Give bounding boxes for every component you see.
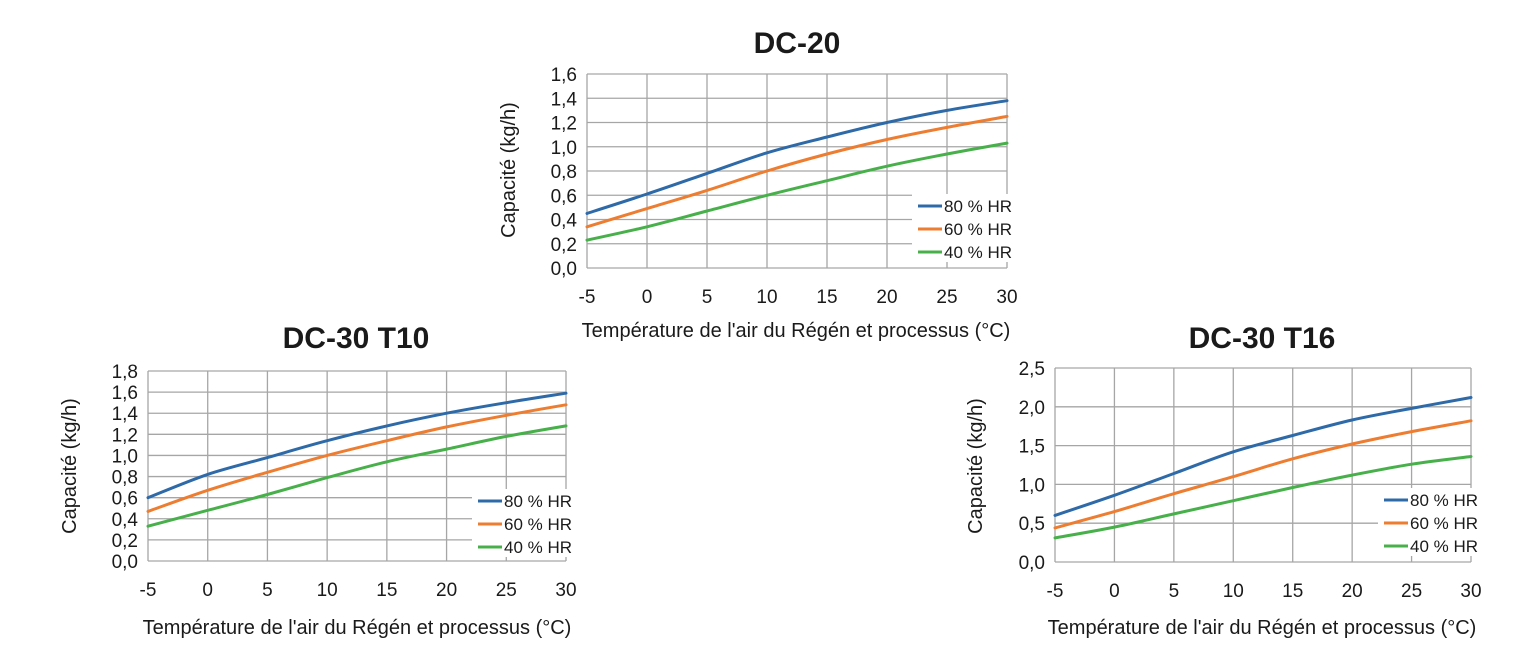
x-tick-label: 0 (202, 580, 213, 601)
x-tick-label: 30 (996, 287, 1017, 308)
y-tick-label: 1,2 (112, 425, 138, 446)
y-tick-label: 0,4 (112, 510, 139, 531)
y-axis-label: Capacité (kg/h) (59, 398, 81, 534)
legend: 80 % HR 60 % HR 40 % HR (912, 194, 1014, 262)
y-tick-label: 0,8 (112, 468, 138, 489)
series-line-80-hr (585, 99, 1009, 215)
legend-label: 60 % HR (1410, 514, 1478, 533)
y-tick-label: 1,5 (1019, 437, 1045, 458)
series-line-60-hr (146, 403, 568, 513)
legend: 80 % HR 60 % HR 40 % HR (472, 489, 574, 557)
y-tick-label: 0,0 (551, 259, 577, 280)
x-tick-label: 25 (496, 580, 517, 601)
legend-label: 40 % HR (1410, 537, 1478, 556)
series-line-40-hr (585, 141, 1009, 242)
y-tick-label: 1,0 (112, 446, 138, 467)
x-axis-label: Température de l'air du Régén et process… (1048, 617, 1477, 639)
x-tick-label: 15 (816, 287, 837, 308)
x-tick-label: 30 (1460, 581, 1481, 602)
x-tick-label: 25 (1401, 581, 1422, 602)
series-line-40-hr (146, 424, 568, 528)
y-tick-label: 0,2 (551, 235, 577, 256)
legend-label: 40 % HR (504, 538, 572, 557)
y-tick-label: 1,0 (551, 138, 577, 159)
y-tick-label: 2,0 (1019, 398, 1045, 419)
chart-title: DC-20 (754, 27, 841, 60)
x-tick-label: 10 (1223, 581, 1244, 602)
y-tick-label: 0,4 (551, 211, 578, 232)
legend-label: 40 % HR (944, 243, 1012, 262)
y-tick-label: 2,5 (1019, 359, 1045, 380)
y-tick-label: 0,5 (1019, 514, 1045, 535)
x-tick-label: -5 (579, 287, 596, 308)
chart-title: DC-30 T16 (1189, 322, 1336, 355)
x-tick-label: 5 (262, 580, 273, 601)
y-tick-label: 1,6 (112, 383, 138, 404)
chart-dc-30-t16: DC-30 T16 Capacité (kg/h) Température de… (965, 322, 1482, 639)
series-line-80-hr (1053, 396, 1473, 517)
legend-label: 80 % HR (504, 492, 572, 511)
y-tick-label: 1,8 (112, 362, 138, 383)
x-tick-label: 30 (555, 580, 576, 601)
series-line-40-hr (1053, 455, 1473, 540)
legend-label: 60 % HR (944, 220, 1012, 239)
x-tick-label: 5 (1169, 581, 1180, 602)
chart-dc-30-t10: DC-30 T10 Capacité (kg/h) Température de… (59, 322, 577, 639)
y-tick-label: 0,0 (112, 552, 138, 573)
x-tick-label: 15 (1282, 581, 1303, 602)
y-tick-label: 0,0 (1019, 553, 1045, 574)
series-line-80-hr (146, 391, 568, 500)
y-tick-label: 1,2 (551, 114, 577, 135)
y-tick-label: 1,0 (1019, 475, 1045, 496)
y-tick-label: 1,6 (551, 65, 577, 86)
y-tick-label: 0,6 (112, 489, 138, 510)
x-tick-label: 0 (642, 287, 653, 308)
series-line-60-hr (585, 114, 1009, 229)
x-tick-label: 10 (317, 580, 338, 601)
series-line-60-hr (1053, 419, 1473, 530)
legend-label: 80 % HR (944, 197, 1012, 216)
chart-dc-20: DC-20 Capacité (kg/h) Température de l'a… (498, 27, 1018, 342)
y-tick-label: 0,6 (551, 186, 577, 207)
y-tick-label: 0,8 (551, 162, 577, 183)
x-tick-label: 15 (376, 580, 397, 601)
y-tick-label: 1,4 (112, 404, 139, 425)
x-tick-label: 20 (436, 580, 457, 601)
x-tick-label: 20 (876, 287, 897, 308)
x-tick-label: -5 (1047, 581, 1064, 602)
y-tick-label: 0,2 (112, 531, 138, 552)
chart-title: DC-30 T10 (283, 322, 430, 355)
x-axis-label: Température de l'air du Régén et process… (582, 320, 1011, 342)
legend-label: 60 % HR (504, 515, 572, 534)
x-tick-label: 0 (1109, 581, 1120, 602)
legend: 80 % HR 60 % HR 40 % HR (1378, 488, 1480, 556)
x-tick-label: 10 (756, 287, 777, 308)
x-tick-label: -5 (140, 580, 157, 601)
y-axis-label: Capacité (kg/h) (498, 102, 520, 238)
x-tick-label: 25 (936, 287, 957, 308)
x-tick-label: 20 (1342, 581, 1363, 602)
legend-label: 80 % HR (1410, 491, 1478, 510)
x-axis-label: Température de l'air du Régén et process… (143, 617, 572, 639)
x-tick-label: 5 (702, 287, 713, 308)
y-tick-label: 1,4 (551, 89, 578, 110)
y-axis-label: Capacité (kg/h) (965, 398, 987, 534)
